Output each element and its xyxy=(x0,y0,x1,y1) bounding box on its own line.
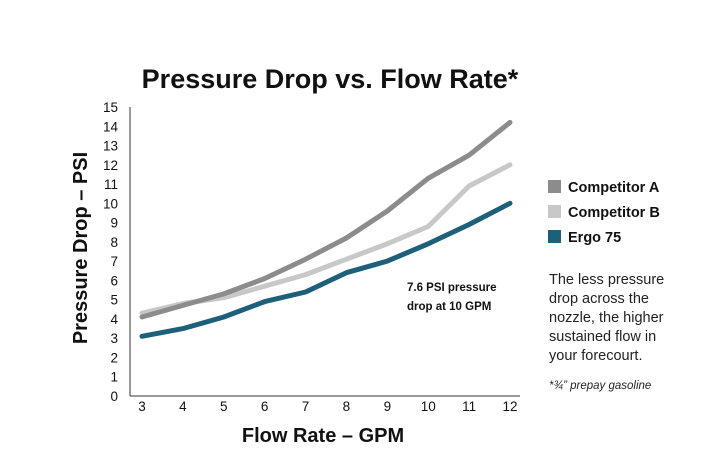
y-tick-label: 11 xyxy=(104,177,118,192)
pressure-drop-annotation: 7.6 PSI pressure drop at 10 GPM xyxy=(407,282,497,313)
legend-label: Competitor A xyxy=(568,180,660,196)
x-tick-label: 10 xyxy=(421,399,436,414)
y-tick-label: 0 xyxy=(110,389,118,404)
y-tick-label: 9 xyxy=(110,216,118,231)
y-tick-label: 2 xyxy=(110,350,118,365)
annotation-line-2: drop at 10 GPM xyxy=(407,301,491,313)
legend-label: Ergo 75 xyxy=(568,230,621,246)
series-line-competitor-a xyxy=(139,119,513,320)
y-tick-label: 5 xyxy=(110,293,118,308)
side-note-line-4: sustained flow in xyxy=(549,329,656,345)
series-line-ergo-75 xyxy=(139,200,513,339)
legend-swatch xyxy=(548,230,561,243)
legend: Competitor A Competitor B Ergo 75 xyxy=(548,180,660,246)
x-tick-label: 11 xyxy=(462,399,476,414)
y-tick-label: 12 xyxy=(103,158,118,173)
x-tick-labels: 3 4 5 6 7 8 9 10 11 12 xyxy=(138,399,517,414)
x-tick-label: 4 xyxy=(179,399,187,414)
side-note-line-5: your forecourt. xyxy=(549,348,643,364)
y-tick-label: 4 xyxy=(110,312,118,327)
x-tick-label: 3 xyxy=(138,399,146,414)
chart-title: Pressure Drop vs. Flow Rate* xyxy=(142,64,519,94)
legend-swatch xyxy=(548,205,561,218)
y-tick-label: 6 xyxy=(110,273,118,288)
x-tick-label: 7 xyxy=(302,399,310,414)
y-tick-label: 13 xyxy=(103,139,118,154)
x-axis-title: Flow Rate – GPM xyxy=(242,425,404,447)
y-tick-label: 15 xyxy=(103,100,118,115)
x-tick-label: 9 xyxy=(384,399,392,414)
y-tick-label: 10 xyxy=(103,196,118,211)
y-tick-label: 3 xyxy=(110,331,118,346)
side-note-line-1: The less pressure xyxy=(549,272,664,288)
x-tick-label: 5 xyxy=(220,399,228,414)
y-tick-label: 14 xyxy=(103,119,119,134)
y-tick-label: 8 xyxy=(110,235,118,250)
legend-label: Competitor B xyxy=(568,205,660,221)
x-tick-label: 12 xyxy=(502,399,517,414)
annotation-line-1: 7.6 PSI pressure xyxy=(407,282,497,294)
y-tick-label: 1 xyxy=(110,370,118,385)
side-note-line-3: nozzle, the higher xyxy=(549,310,664,326)
y-axis-title: Pressure Drop – PSI xyxy=(70,152,92,344)
x-tick-label: 8 xyxy=(343,399,351,414)
side-note: The less pressure drop across the nozzle… xyxy=(549,272,664,364)
series-lines xyxy=(139,119,513,339)
side-note-line-2: drop across the xyxy=(549,291,649,307)
footnote: *¾” prepay gasoline xyxy=(549,380,651,392)
x-tick-label: 6 xyxy=(261,399,269,414)
legend-swatch xyxy=(548,180,561,193)
y-tick-label: 7 xyxy=(110,254,118,269)
